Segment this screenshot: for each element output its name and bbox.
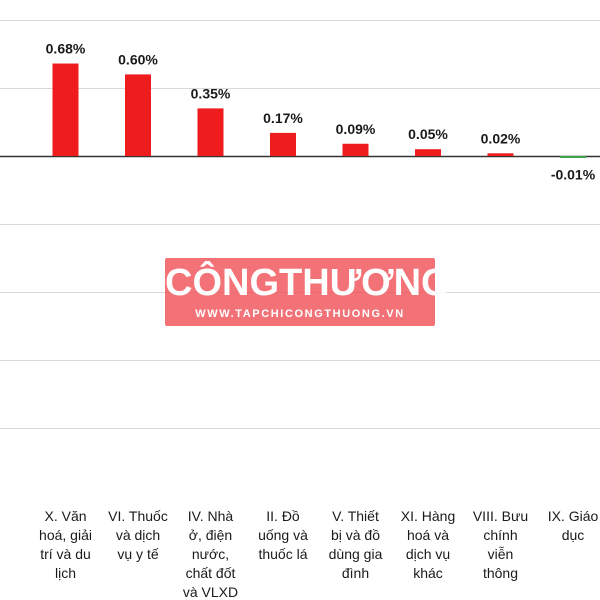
watermark-logo: CÔNGTHƯƠNG WWW.TAPCHICONGTHUONG.VN	[165, 258, 451, 326]
watermark-title: CÔNGTHƯƠNG	[165, 262, 451, 304]
watermark-subtitle: WWW.TAPCHICONGTHUONG.VN	[195, 308, 405, 320]
bar	[197, 108, 224, 156]
data-label: 0.05%	[408, 126, 448, 142]
x-tick-label: IV. Nhà ở, điện nước, chất đốt và VLXD	[183, 508, 238, 600]
data-label: -0.01%	[551, 166, 596, 182]
bar	[125, 74, 151, 156]
x-tick-label: X. Văn hoá, giải trí và du lịch	[39, 508, 92, 581]
data-label: 0.02%	[481, 130, 521, 146]
bar	[560, 156, 586, 158]
bar	[52, 63, 79, 156]
x-tick-label: VIII. Bưu chính viễn thông	[473, 508, 528, 581]
bar	[487, 153, 514, 156]
bar	[415, 149, 441, 156]
x-tick-label: V. Thiết bị và đồ dùng gia đình	[329, 508, 383, 581]
data-label: 0.68%	[46, 41, 86, 57]
data-label: 0.17%	[263, 110, 303, 126]
x-tick-label: XI. Hàng hoá và dịch vụ khác	[401, 508, 455, 581]
x-tick-label: VI. Thuốc và dịch vụ y tế	[108, 508, 168, 562]
bar	[270, 132, 296, 156]
data-label: 0.09%	[336, 121, 376, 137]
data-label: 0.35%	[191, 85, 231, 101]
data-label: 0.60%	[118, 51, 158, 67]
x-tick-label: II. Đồ uống và thuốc lá	[258, 508, 308, 562]
bar	[342, 143, 369, 156]
x-tick-label: IX. Giáo dục	[548, 508, 599, 543]
